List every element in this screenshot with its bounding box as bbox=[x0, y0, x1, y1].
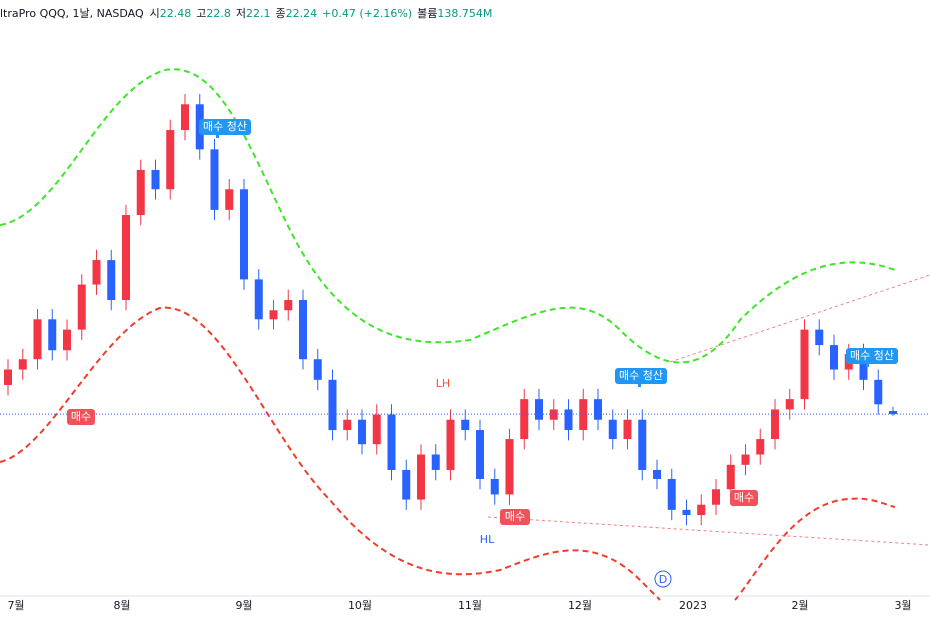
candle-body bbox=[136, 169, 145, 216]
candle-body bbox=[697, 504, 706, 516]
candle-body bbox=[859, 354, 868, 380]
candle-body bbox=[299, 300, 307, 360]
candle-body bbox=[815, 329, 824, 346]
candle-body bbox=[682, 509, 691, 516]
x-tick-label: 7월 bbox=[7, 599, 24, 612]
candle-body bbox=[549, 409, 558, 420]
candle-body bbox=[225, 189, 234, 210]
candle-body bbox=[33, 319, 42, 360]
candle-body bbox=[313, 359, 322, 380]
candle-body bbox=[461, 419, 470, 431]
x-tick-label: 9월 bbox=[235, 599, 252, 612]
candle-body bbox=[210, 149, 219, 210]
signal-label: 매수 bbox=[505, 510, 525, 523]
candle-body bbox=[372, 414, 381, 445]
signal-label: 매수 청산 bbox=[850, 349, 894, 362]
lower-band bbox=[0, 306, 896, 601]
signal-label: 매수 bbox=[71, 410, 91, 423]
x-tick-label: 12월 bbox=[568, 599, 592, 612]
candle-body bbox=[358, 419, 366, 445]
candle-body bbox=[638, 419, 647, 470]
candle-body bbox=[785, 399, 794, 410]
symbol: ltraPro QQQ, 1날, NASDAQ bbox=[0, 7, 144, 20]
field-value: 22.8 bbox=[206, 7, 231, 20]
candle-body bbox=[417, 454, 425, 500]
candle-body bbox=[240, 189, 248, 280]
candle-body bbox=[343, 419, 352, 431]
candle-body bbox=[402, 469, 411, 500]
candle-body bbox=[579, 399, 588, 431]
candle-body bbox=[889, 410, 897, 415]
candle-body bbox=[520, 399, 529, 440]
candle-body bbox=[771, 409, 779, 440]
candle-body bbox=[712, 489, 720, 505]
candle-body bbox=[800, 329, 809, 400]
candle-body bbox=[284, 300, 293, 311]
candle-body bbox=[505, 439, 514, 495]
candle-body bbox=[564, 409, 573, 431]
candle-body bbox=[107, 260, 116, 300]
candle-body bbox=[830, 345, 838, 370]
signal-label: 매수 청산 bbox=[619, 369, 663, 382]
field-value: 22.48 bbox=[160, 7, 192, 20]
dividend-marker[interactable]: D bbox=[659, 573, 667, 586]
candle-body bbox=[48, 319, 57, 351]
candle-body bbox=[328, 379, 337, 431]
pivot-label: HL bbox=[480, 533, 495, 546]
volume-label: 볼륨 bbox=[417, 7, 437, 20]
volume: 138.754M bbox=[437, 7, 492, 20]
field-value: 22.1 bbox=[246, 7, 271, 20]
candle-body bbox=[92, 260, 101, 285]
candle-body bbox=[151, 169, 160, 190]
candle-body bbox=[269, 310, 278, 320]
candle-body bbox=[18, 359, 27, 370]
pivot-label: LH bbox=[436, 377, 450, 390]
candle-body bbox=[623, 419, 632, 440]
field-value: 22.24 bbox=[286, 7, 318, 20]
x-tick-label: 2월 bbox=[791, 599, 808, 612]
candle-body bbox=[63, 329, 71, 351]
candle-body bbox=[667, 478, 676, 510]
candle-body bbox=[608, 419, 617, 440]
signal-label: 매수 청산 bbox=[203, 120, 247, 133]
header: ltraPro QQQ, 1날, NASDAQ 시22.48 고22.8 저22.1 종… bbox=[0, 7, 492, 20]
candle-body bbox=[653, 469, 661, 479]
x-tick-label: 11월 bbox=[458, 599, 482, 612]
candle-body bbox=[741, 454, 750, 465]
candle-body bbox=[476, 430, 484, 479]
field-label: 시 bbox=[150, 7, 160, 20]
signal-label: 매수 bbox=[734, 491, 754, 504]
signal: 매수 청산 매수 청산 매수 청산 매수 매수 매수 LH HL D bbox=[67, 119, 898, 588]
x-tick-label: 8월 bbox=[113, 599, 130, 612]
field-label: 저 bbox=[236, 7, 246, 20]
candle-body bbox=[166, 130, 175, 190]
candle-body bbox=[181, 104, 189, 131]
candle-body bbox=[446, 419, 455, 470]
candle-body bbox=[431, 454, 440, 470]
x-tick-label: 2023 bbox=[679, 599, 707, 612]
x-tick-label: 3월 bbox=[894, 599, 911, 612]
candle-body bbox=[122, 215, 130, 300]
candle-body bbox=[756, 439, 765, 455]
field-label: 고 bbox=[196, 7, 206, 20]
candle-body bbox=[77, 284, 86, 330]
candle-body bbox=[726, 464, 735, 490]
x-tick-label: 10월 bbox=[348, 599, 372, 612]
upper-band bbox=[0, 68, 896, 364]
candle-body bbox=[490, 478, 499, 495]
candle-body bbox=[594, 399, 602, 420]
field-label: 종 bbox=[276, 7, 286, 20]
candle-body bbox=[254, 279, 263, 320]
candle-body bbox=[4, 369, 12, 385]
trend-line bbox=[487, 274, 930, 546]
candle-body bbox=[387, 414, 396, 470]
candle-body bbox=[535, 399, 543, 420]
change: +0.47 (+2.16%) bbox=[322, 7, 412, 20]
candle-body bbox=[874, 379, 883, 405]
